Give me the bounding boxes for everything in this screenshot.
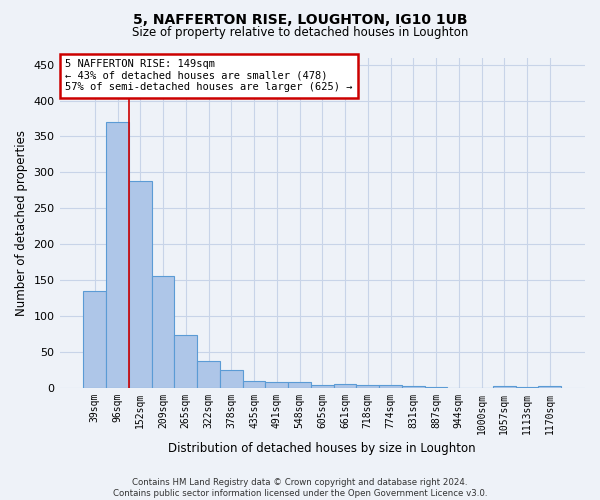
- Text: 5, NAFFERTON RISE, LOUGHTON, IG10 1UB: 5, NAFFERTON RISE, LOUGHTON, IG10 1UB: [133, 12, 467, 26]
- Bar: [129, 181, 152, 388]
- Bar: [334, 384, 356, 388]
- Bar: [242, 380, 265, 388]
- X-axis label: Distribution of detached houses by size in Loughton: Distribution of detached houses by size …: [169, 442, 476, 455]
- Bar: [402, 386, 425, 388]
- Bar: [538, 386, 561, 388]
- Bar: [288, 382, 311, 388]
- Text: Size of property relative to detached houses in Loughton: Size of property relative to detached ho…: [132, 26, 468, 39]
- Bar: [152, 276, 175, 388]
- Bar: [220, 370, 242, 388]
- Bar: [83, 291, 106, 388]
- Bar: [106, 122, 129, 388]
- Text: Contains HM Land Registry data © Crown copyright and database right 2024.
Contai: Contains HM Land Registry data © Crown c…: [113, 478, 487, 498]
- Y-axis label: Number of detached properties: Number of detached properties: [15, 130, 28, 316]
- Bar: [175, 336, 197, 388]
- Bar: [425, 387, 448, 388]
- Title: 5, NAFFERTON RISE, LOUGHTON, IG10 1UB
Size of property relative to detached hous: 5, NAFFERTON RISE, LOUGHTON, IG10 1UB Si…: [0, 499, 1, 500]
- Bar: [265, 382, 288, 388]
- Bar: [515, 387, 538, 388]
- Bar: [379, 385, 402, 388]
- Text: 5 NAFFERTON RISE: 149sqm
← 43% of detached houses are smaller (478)
57% of semi-: 5 NAFFERTON RISE: 149sqm ← 43% of detach…: [65, 59, 352, 92]
- Bar: [493, 386, 515, 388]
- Bar: [311, 385, 334, 388]
- Bar: [356, 385, 379, 388]
- Bar: [197, 361, 220, 388]
